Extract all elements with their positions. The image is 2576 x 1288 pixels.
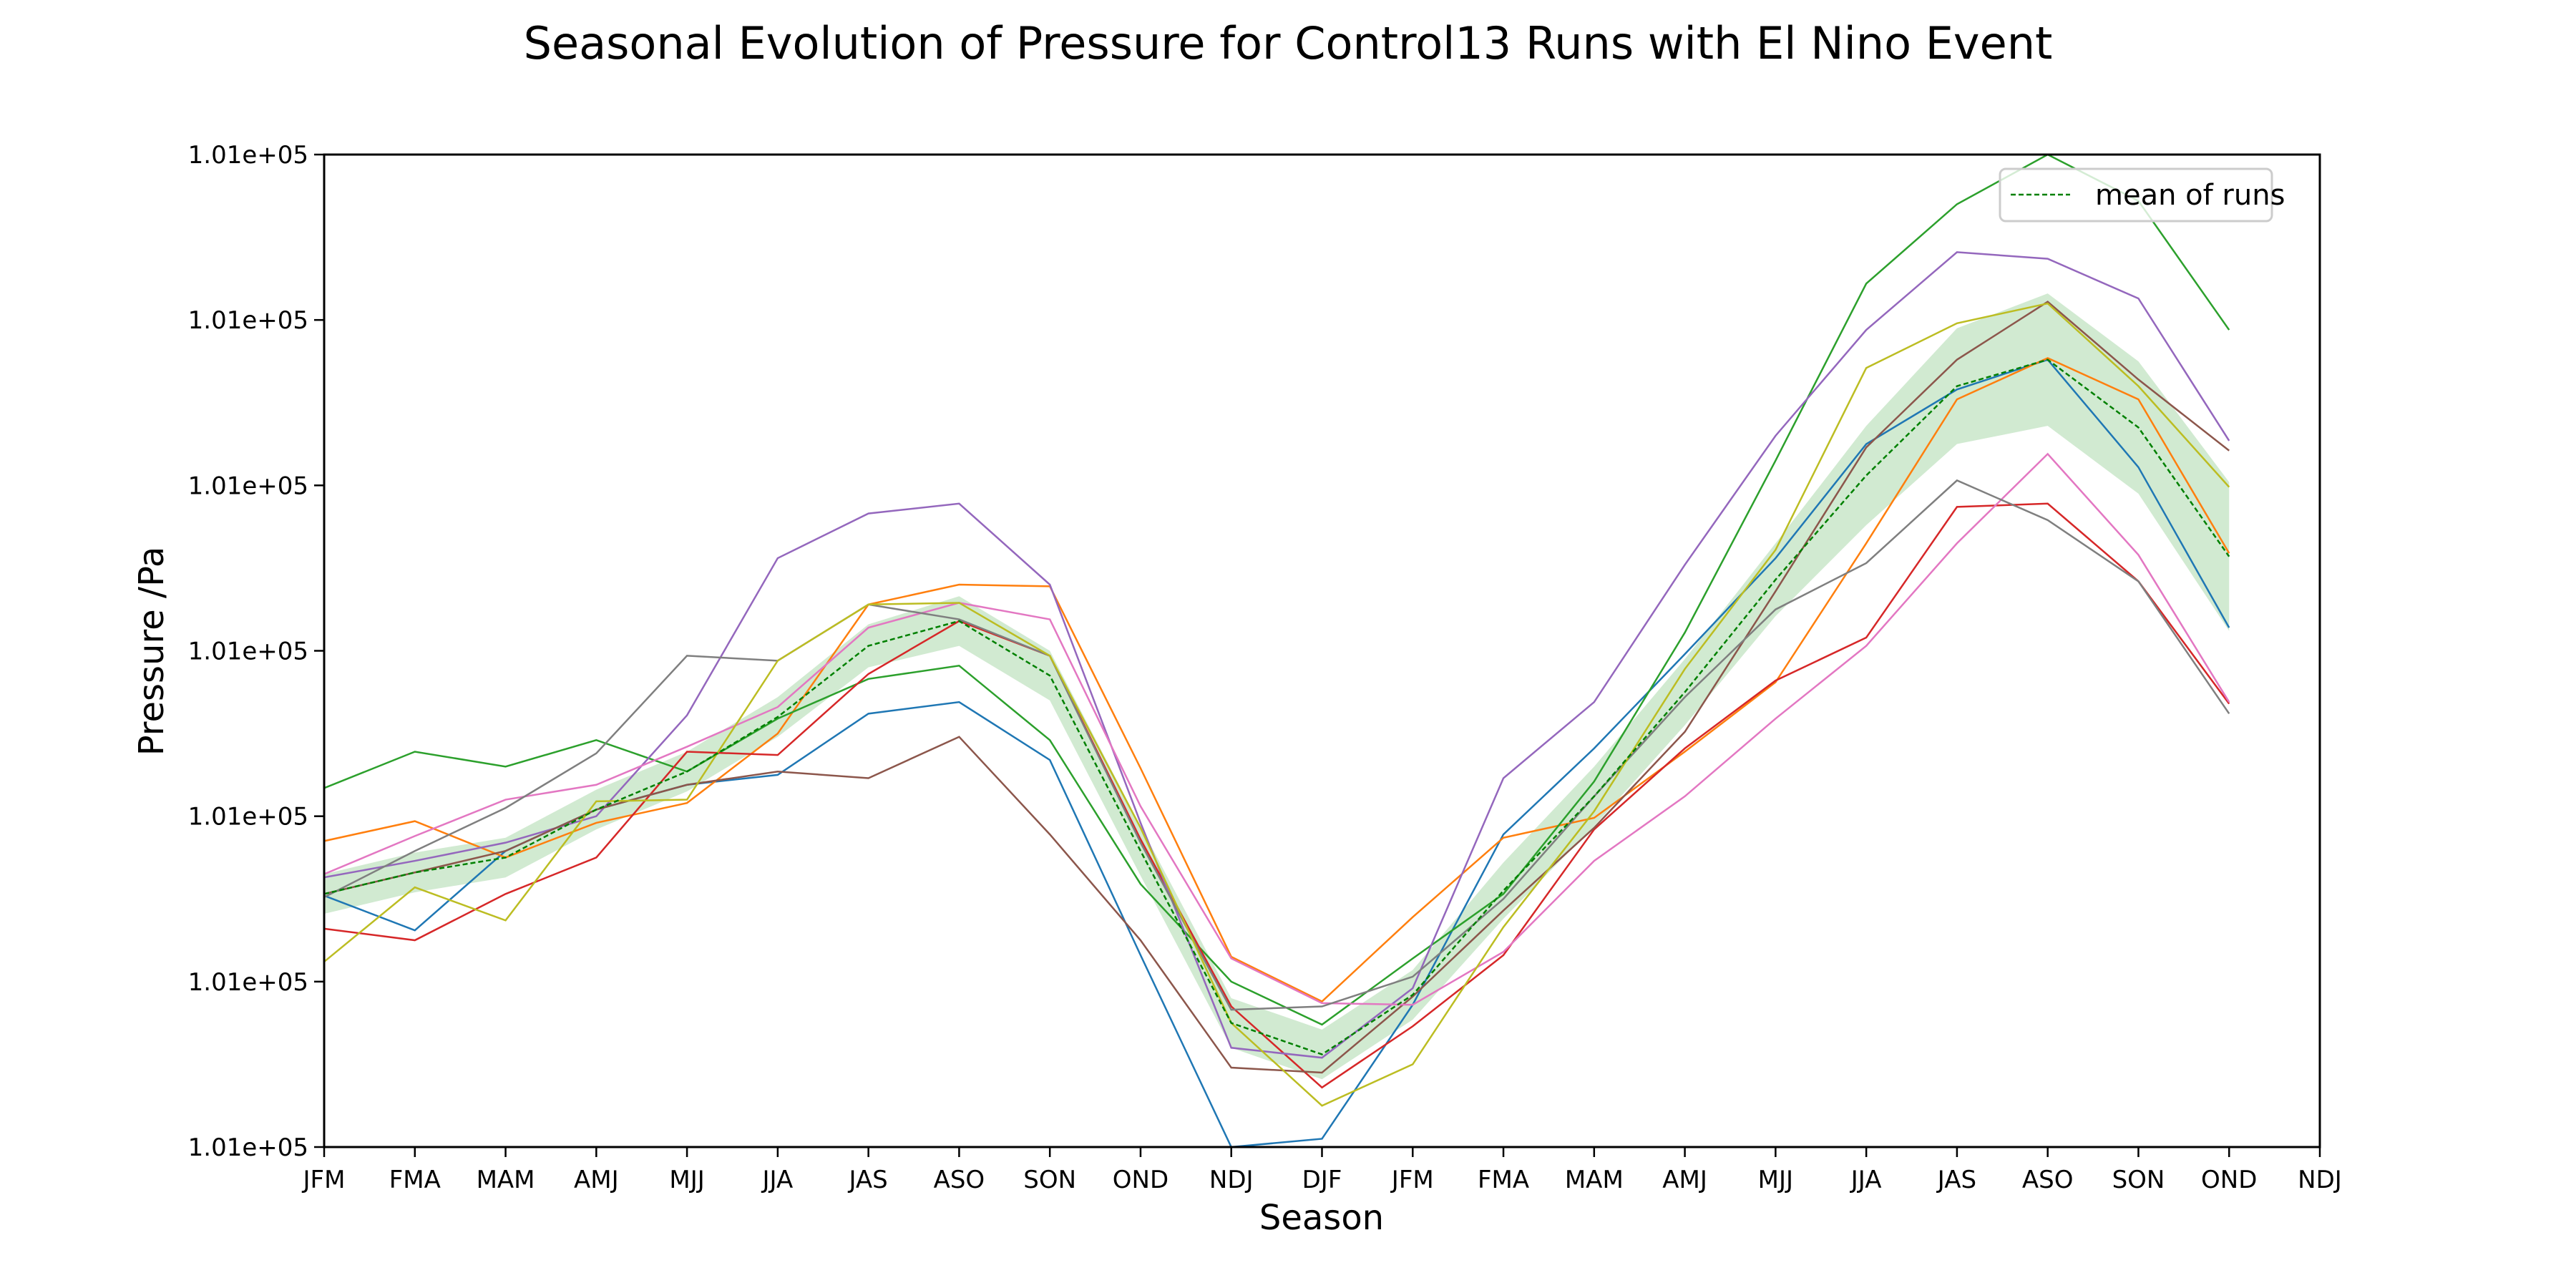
- x-tick-label: MAM: [477, 1166, 535, 1194]
- y-tick-label: 1.01e+05: [188, 803, 308, 831]
- series-layer: [324, 153, 2230, 1148]
- x-tick-label: ASO: [934, 1166, 985, 1194]
- y-tick-label: 1.01e+05: [188, 306, 308, 335]
- y-tick-label: 1.01e+05: [188, 141, 308, 170]
- y-tick-label: 1.01e+05: [188, 968, 308, 997]
- series-line-run-4: [324, 502, 2230, 1089]
- x-tick-label: ASO: [2022, 1166, 2074, 1194]
- mean-band-layer: [324, 293, 2230, 1080]
- x-tick-label: AMJ: [1662, 1166, 1707, 1194]
- series-line-run-3: [324, 153, 2230, 1026]
- y-tick-label: 1.01e+05: [188, 1133, 308, 1162]
- y-tick-label: 1.01e+05: [188, 472, 308, 500]
- x-tick-label: DJF: [1302, 1166, 1342, 1194]
- x-tick-label: FMA: [1478, 1166, 1529, 1194]
- x-tick-label: MJJ: [1758, 1166, 1793, 1194]
- series-line-run-9: [324, 302, 2230, 1107]
- plot-area: [324, 153, 2230, 1148]
- x-tick-label: SON: [2112, 1166, 2165, 1194]
- x-tick-label: SON: [1023, 1166, 1076, 1194]
- series-line-run-2: [324, 356, 2230, 1003]
- axes-frame: [323, 153, 2321, 1148]
- x-tick-label: MAM: [1565, 1166, 1624, 1194]
- x-tick-label: FMA: [389, 1166, 441, 1194]
- x-tick-label: MJJ: [669, 1166, 704, 1194]
- x-tick-label: JJA: [761, 1166, 794, 1194]
- legend-box: [1999, 167, 2273, 223]
- legend: mean of runs: [1999, 167, 2285, 223]
- mean-of-runs-line: [324, 358, 2230, 1055]
- x-tick-label: JJA: [1850, 1166, 1882, 1194]
- x-tick-label: OND: [1113, 1166, 1169, 1194]
- x-tick-label: JFM: [302, 1166, 346, 1194]
- x-tick-label: NDJ: [1209, 1166, 1254, 1194]
- x-tick-label: JFM: [1390, 1166, 1434, 1194]
- y-tick-label: 1.01e+05: [188, 638, 308, 666]
- y-axis-label: Pressure /Pa: [132, 547, 172, 756]
- y-axis: 1.01e+05 1.01e+05 1.01e+05 1.01e+05 1.01e+05…: [188, 141, 324, 1162]
- x-tick-label: JAS: [1936, 1166, 1976, 1194]
- x-tick-label: JAS: [847, 1166, 887, 1194]
- x-tick-label: OND: [2201, 1166, 2257, 1194]
- x-axis-label: Season: [1259, 1198, 1384, 1238]
- x-tick-label: NDJ: [2298, 1166, 2342, 1194]
- chart-title: Seasonal Evolution of Pressure for Contr…: [524, 17, 2053, 69]
- mean-layer: [324, 358, 2230, 1055]
- series-line-run-8: [324, 479, 2230, 1011]
- x-axis: JFM FMA MAM AMJ MJJ JJA JAS ASO SON OND NDJ DJF JFM F…: [302, 1147, 2342, 1194]
- legend-entry-mean: mean of runs: [2095, 179, 2285, 212]
- series-line-run-7: [324, 452, 2230, 1006]
- x-tick-label: AMJ: [574, 1166, 619, 1194]
- series-line-run-6: [324, 301, 2230, 1074]
- mean-confidence-band: [324, 293, 2230, 1080]
